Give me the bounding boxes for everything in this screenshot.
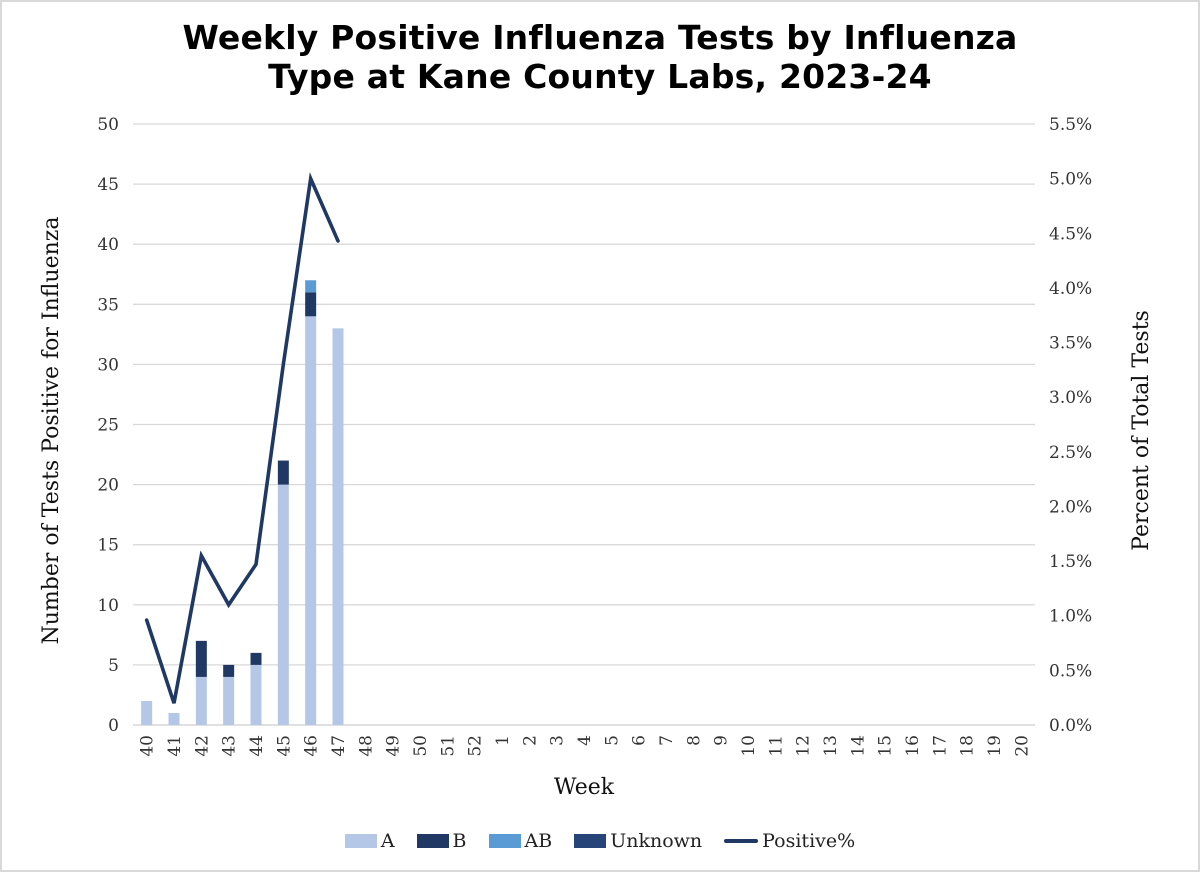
legend-item-a: A: [344, 830, 395, 852]
chart-title: Weekly Positive Influenza Tests by Influ…: [2, 18, 1198, 96]
x-tick-label: 3: [548, 735, 568, 746]
y-right-tick-label: 4.0%: [1049, 279, 1092, 299]
legend-label: A: [380, 830, 395, 852]
x-tick-label: 18: [958, 735, 978, 757]
bar-segment-a: [195, 676, 207, 725]
x-tick-label: 10: [739, 735, 759, 757]
x-tick-label: 40: [138, 735, 158, 757]
y-left-tick-label: 35: [97, 295, 119, 315]
legend-item-positive-percent: Positive%: [724, 830, 855, 852]
x-tick-label: 48: [356, 735, 376, 757]
x-tick-label: 6: [630, 735, 650, 746]
x-tick-label: 17: [930, 735, 950, 757]
y-right-tick-label: 2.5%: [1049, 443, 1092, 463]
y-right-tick-label: 0.5%: [1049, 661, 1092, 681]
y-right-tick-label: 3.5%: [1049, 334, 1092, 354]
x-tick-label: 5: [602, 735, 622, 746]
x-axis-title: Week: [554, 775, 615, 800]
bar-segment-a: [223, 676, 235, 725]
bar-segment-ab: [305, 280, 317, 293]
x-tick-label: 7: [657, 735, 677, 746]
bar-segment-a: [332, 328, 344, 725]
x-tick-label: 9: [712, 735, 732, 746]
x-tick-label: 44: [247, 735, 267, 757]
bar-segment-b: [223, 664, 235, 677]
x-tick-label: 52: [466, 735, 486, 757]
bar-segment-a: [250, 664, 262, 725]
x-tick-label: 43: [220, 735, 240, 757]
y-left-tick-label: 45: [97, 175, 119, 195]
legend-label: B: [452, 830, 467, 852]
legend-line-swatch-icon: [724, 839, 759, 843]
x-tick-label: 1: [493, 735, 513, 746]
legend: A B AB Unknown Positive%: [2, 830, 1198, 852]
x-tick-label: 51: [438, 735, 458, 757]
y-right-tick-label: 3.0%: [1049, 388, 1092, 408]
x-tick-label: 46: [302, 735, 322, 757]
bar-segment-b: [277, 460, 289, 485]
x-tick-label: 11: [766, 735, 786, 757]
y-right-tick-label: 0.0%: [1049, 716, 1092, 736]
y-right-tick-label: 2.0%: [1049, 497, 1092, 517]
y-right-tick-label: 1.5%: [1049, 552, 1092, 572]
y-left-tick-label: 25: [97, 416, 119, 436]
legend-label: AB: [524, 830, 553, 852]
y-left-tick-label: 0: [108, 716, 119, 736]
legend-label: Positive%: [762, 830, 856, 852]
y-left-axis-title: Number of Tests Positive for Influenza: [39, 217, 64, 645]
x-tick-label: 20: [1012, 735, 1032, 757]
y-right-tick-label: 4.5%: [1049, 224, 1092, 244]
legend-item-ab: AB: [488, 830, 553, 852]
x-tick-label: 2: [520, 735, 540, 746]
x-tick-label: 8: [684, 735, 704, 746]
x-tick-label: 47: [329, 735, 349, 757]
y-right-tick-label: 5.5%: [1049, 115, 1092, 135]
x-tick-label: 14: [848, 735, 868, 757]
chart-title-line-2: Type at Kane County Labs, 2023-24: [268, 57, 932, 96]
y-right-tick-label: 1.0%: [1049, 607, 1092, 627]
y-left-tick-label: 15: [97, 536, 119, 556]
y-left-tick-label: 20: [97, 476, 119, 496]
x-tick-label: 19: [985, 735, 1005, 757]
positive-percent-line: [144, 172, 340, 704]
y-left-tick-label: 10: [97, 596, 119, 616]
legend-bar-swatch-icon: [344, 834, 377, 848]
x-tick-label: 42: [192, 735, 212, 757]
legend-bar-swatch-icon: [416, 834, 449, 848]
chart-title-line-1: Weekly Positive Influenza Tests by Influ…: [182, 18, 1018, 57]
y-right-axis-title: Percent of Total Tests: [1129, 310, 1154, 551]
x-tick-label: 45: [274, 735, 294, 757]
legend-label: Unknown: [610, 830, 703, 852]
bar-segment-a: [168, 712, 180, 725]
legend-bar-swatch-icon: [574, 834, 607, 848]
legend-item-unknown: Unknown: [574, 830, 702, 852]
y-left-tick-label: 40: [97, 235, 119, 255]
bar-segment-a: [305, 316, 317, 725]
x-tick-label: 41: [165, 735, 185, 757]
bar-segment-b: [250, 652, 262, 665]
x-tick-label: 12: [794, 735, 814, 757]
y-left-tick-label: 5: [108, 656, 119, 676]
bar-segment-b: [195, 640, 207, 677]
x-tick-label: 13: [821, 735, 841, 757]
bar-segment-b: [305, 292, 317, 317]
x-tick-label: 50: [411, 735, 431, 757]
bar-segment-a: [277, 484, 289, 725]
legend-bar-swatch-icon: [488, 834, 521, 848]
y-left-tick-label: 50: [97, 115, 119, 135]
y-left-tick-label: 30: [97, 355, 119, 375]
x-tick-label: 49: [384, 735, 404, 757]
x-tick-label: 16: [903, 735, 923, 757]
bar-segment-a: [141, 700, 153, 725]
x-tick-label: 15: [876, 735, 896, 757]
x-tick-label: 4: [575, 735, 595, 746]
y-right-tick-label: 5.0%: [1049, 170, 1092, 190]
legend-item-b: B: [416, 830, 467, 852]
